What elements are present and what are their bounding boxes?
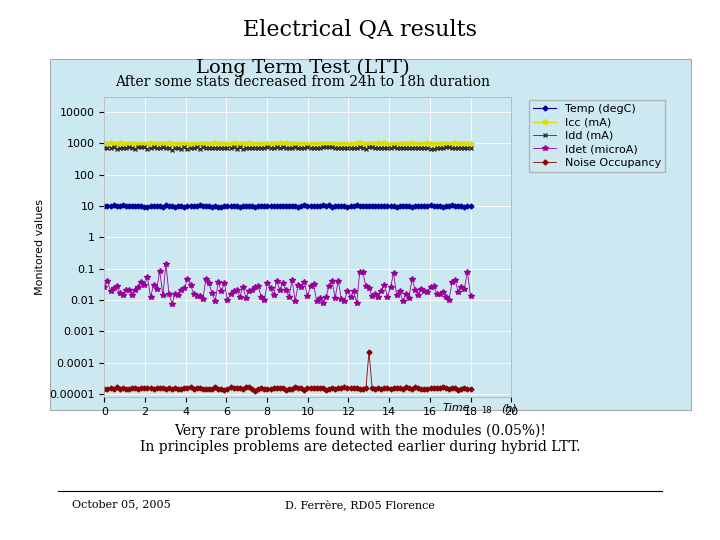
Text: (h): (h)	[501, 403, 517, 413]
Y-axis label: Monitored values: Monitored values	[35, 199, 45, 295]
Text: Time: Time	[443, 403, 471, 413]
Text: 18: 18	[481, 406, 491, 415]
Text: Electrical QA results: Electrical QA results	[243, 19, 477, 41]
Text: October 05, 2005: October 05, 2005	[72, 500, 171, 510]
Legend: Temp (degC), Icc (mA), Idd (mA), Idet (microA), Noise Occupancy: Temp (degC), Icc (mA), Idd (mA), Idet (m…	[529, 100, 665, 172]
Text: After some stats decreased from 24h to 18h duration: After some stats decreased from 24h to 1…	[115, 75, 490, 89]
Text: Long Term Test (LTT): Long Term Test (LTT)	[196, 58, 409, 77]
Text: D. Ferrère, RD05 Florence: D. Ferrère, RD05 Florence	[285, 500, 435, 510]
Text: Very rare problems found with the modules (0.05%)!
In principles problems are de: Very rare problems found with the module…	[140, 424, 580, 455]
